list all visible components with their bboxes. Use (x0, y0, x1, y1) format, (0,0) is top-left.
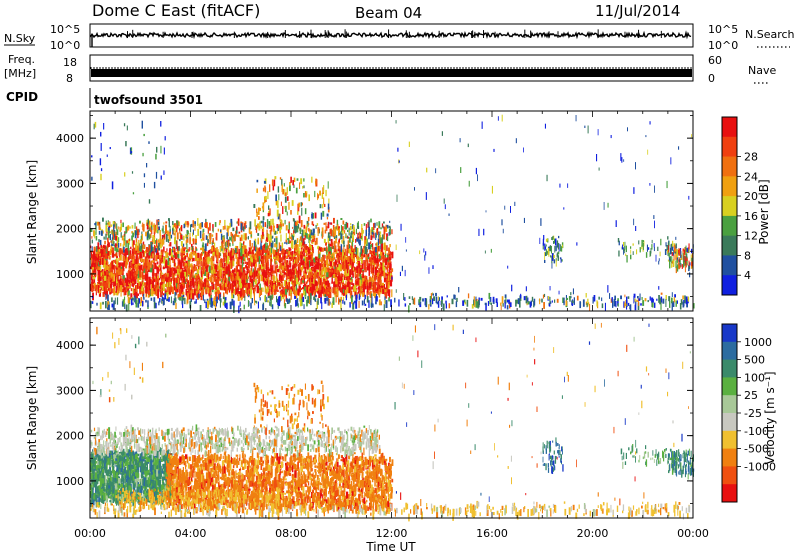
power-ytick-label: 4000 (56, 132, 84, 145)
cpid-panel: CPID twofsound 3501 (6, 88, 203, 108)
power-colorbar-tick: 12 (744, 230, 758, 243)
time-axis: 00:00 04:00 08:00 12:00 16:00 20:00 00:00 (74, 527, 709, 540)
time-tick-label: 00:00 (74, 527, 106, 540)
power-colorbar-label: Power [dB] (757, 179, 771, 244)
power-colorbar-tick: 8 (744, 249, 751, 262)
nsky-panel: N.Sky 10^5 10^0 10^5 10^0 N.Search (4, 23, 795, 52)
velocity-scatter-marks (90, 322, 695, 522)
nsearch-tick-top: 10^5 (708, 23, 738, 36)
velocity-colorbar-tick: -25 (744, 407, 762, 420)
power-scatter-marks (90, 114, 695, 314)
power-colorbar-segment (722, 275, 737, 296)
velocity-panel: 1000 2000 3000 4000 Slant Range [km] 1000 50… (25, 317, 777, 522)
velocity-colorbar-tick: 100 (744, 371, 765, 384)
power-colorbar-segment (722, 196, 737, 217)
velocity-colorbar-segment (722, 448, 737, 467)
freq-panel: Freq. [MHz] 18 8 60 0 Nave (4, 53, 776, 85)
power-colorbar (721, 116, 738, 296)
station-title: Dome C East (fitACF) (92, 1, 260, 20)
velocity-ytick-label: 4000 (56, 339, 84, 352)
freq-unit: [MHz] (4, 67, 36, 80)
power-colorbar-tick: 4 (744, 269, 751, 282)
power-colorbar-segment (722, 215, 737, 237)
velocity-colorbar-tick: -500 (744, 443, 769, 456)
time-tick-label: 16:00 (476, 527, 508, 540)
time-tick-label: 08:00 (275, 527, 307, 540)
date-title: 11/Jul/2014 (595, 2, 680, 20)
nsky-tick-bottom: 10^0 (50, 39, 80, 52)
velocity-colorbar-segment (722, 324, 737, 343)
velocity-colorbar-segment (722, 413, 737, 432)
power-colorbar-segment (722, 117, 737, 138)
power-colorbar-tick: 20 (744, 190, 758, 203)
velocity-ytick-label: 1000 (56, 475, 84, 488)
velocity-colorbar-tick: -1000 (744, 460, 776, 473)
nave-label: Nave (748, 64, 776, 77)
velocity-colorbar-segment (722, 359, 737, 378)
power-ylabel: Slant Range [km] (25, 160, 39, 264)
power-colorbar-segment (722, 255, 737, 276)
velocity-ytick-label: 3000 (56, 384, 84, 397)
velocity-colorbar (721, 323, 738, 503)
freq-tick-top: 18 (63, 56, 77, 69)
time-tick-label: 04:00 (175, 527, 207, 540)
power-colorbar-segment (722, 136, 737, 158)
power-colorbar-segment (722, 235, 737, 256)
velocity-colorbar-segment (722, 377, 737, 396)
velocity-colorbar-tick: 1000 (744, 336, 772, 349)
nsearch-tick-bottom: 10^0 (708, 39, 738, 52)
freq-label: Freq. (8, 53, 35, 66)
beam-title: Beam 04 (355, 4, 422, 22)
velocity-colorbar-tick: 25 (744, 389, 758, 402)
velocity-colorbar-tick: -100 (744, 425, 769, 438)
power-colorbar-tick: 16 (744, 210, 758, 223)
time-axis-label: Time UT (365, 540, 416, 554)
freq-tick-bottom: 8 (66, 72, 73, 85)
velocity-colorbar-segment (722, 341, 737, 361)
nsky-label: N.Sky (4, 32, 36, 45)
power-colorbar-segment (722, 156, 737, 177)
freq-trace (90, 67, 692, 77)
nave-tick-top: 60 (708, 54, 722, 67)
velocity-colorbar-segment (722, 430, 737, 450)
nsky-tick-top: 10^5 (50, 23, 80, 36)
nsky-trace (90, 29, 692, 47)
power-colorbar-tick: 28 (744, 151, 758, 164)
nsearch-label: N.Search (745, 28, 795, 41)
time-tick-label: 00:00 (677, 527, 709, 540)
velocity-ylabel: Slant Range [km] (25, 366, 39, 470)
power-colorbar-tick: 24 (744, 170, 758, 183)
velocity-ytick-label: 2000 (56, 430, 84, 443)
cpid-value: twofsound 3501 (94, 93, 203, 107)
power-panel: 1000 2000 3000 4000 Slant Range [km] 4 8 12 16… (25, 110, 771, 314)
power-ytick-label: 1000 (56, 268, 84, 281)
velocity-colorbar-segment (722, 466, 737, 485)
cpid-label: CPID (6, 90, 38, 104)
power-ytick-label: 2000 (56, 223, 84, 236)
time-tick-label: 12:00 (376, 527, 408, 540)
nave-tick-bottom: 0 (708, 72, 715, 85)
power-colorbar-segment (722, 176, 737, 197)
velocity-colorbar-tick: 500 (744, 354, 765, 367)
power-ytick-label: 3000 (56, 177, 84, 190)
velocity-colorbar-segment (722, 484, 737, 503)
time-tick-label: 20:00 (577, 527, 609, 540)
velocity-colorbar-label: Velocity [m s⁻¹] (763, 371, 777, 464)
velocity-colorbar-segment (722, 395, 737, 414)
